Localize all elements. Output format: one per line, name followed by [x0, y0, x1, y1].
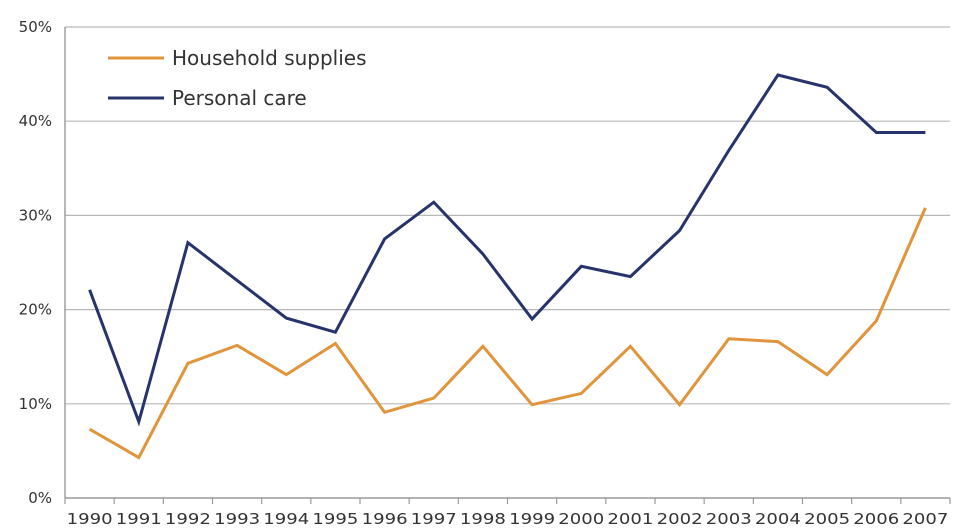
- data-point-personal-care: [186, 241, 190, 245]
- x-tick-label: 1996: [362, 510, 408, 528]
- series-line-personal-care: [88, 73, 926, 427]
- x-tick-label: 1999: [509, 510, 555, 528]
- y-tick-label: 50%: [19, 18, 52, 36]
- data-point-personal-care: [678, 228, 682, 232]
- data-point-personal-care: [88, 288, 92, 292]
- data-point-household-supplies: [776, 340, 780, 344]
- x-tick-label: 2004: [755, 510, 801, 528]
- x-tick-label: 2001: [607, 510, 653, 528]
- data-point-household-supplies: [579, 391, 583, 395]
- data-point-household-supplies: [284, 373, 288, 377]
- data-point-household-supplies: [923, 206, 927, 210]
- data-point-household-supplies: [825, 373, 829, 377]
- data-point-household-supplies: [530, 403, 534, 407]
- data-point-household-supplies: [727, 337, 731, 341]
- data-point-personal-care: [432, 200, 436, 204]
- series-line-household-supplies: [88, 207, 927, 460]
- data-point-personal-care: [579, 264, 583, 268]
- data-point-personal-care: [628, 275, 632, 279]
- y-tick-label: 10%: [19, 395, 52, 413]
- data-point-personal-care: [481, 252, 485, 256]
- data-point-personal-care: [874, 131, 878, 135]
- x-axis: 1990 1991 1992 1993 1994 1995 1996 1997 1998 1999…: [64, 498, 951, 528]
- data-point-household-supplies: [88, 427, 92, 431]
- data-point-personal-care: [530, 317, 534, 321]
- y-tick-label: 40%: [19, 112, 52, 130]
- data-point-household-supplies: [678, 403, 682, 407]
- data-point-personal-care: [235, 278, 239, 282]
- x-tick-label: 1990: [67, 510, 113, 528]
- x-tick-label: 2002: [657, 510, 703, 528]
- data-point-household-supplies: [481, 344, 485, 348]
- data-point-household-supplies: [186, 361, 190, 365]
- data-point-personal-care: [383, 237, 387, 241]
- data-point-household-supplies: [333, 342, 337, 346]
- legend-label: Personal care: [172, 86, 307, 110]
- y-tick-label: 0%: [28, 489, 52, 507]
- x-tick-label: 1992: [165, 510, 211, 528]
- y-axis-ticks: 0% 10% 20% 30% 40% 50%: [19, 18, 66, 507]
- data-point-household-supplies: [432, 396, 436, 400]
- series-lines: [88, 73, 927, 460]
- x-tick-label: 1991: [116, 510, 162, 528]
- x-tick-label: 2007: [902, 510, 948, 528]
- data-point-personal-care: [137, 420, 141, 424]
- x-tick-label: 1993: [214, 510, 260, 528]
- x-tick-label: 1997: [411, 510, 457, 528]
- x-tick-label: 2003: [706, 510, 752, 528]
- x-tick-label: 2000: [558, 510, 604, 528]
- legend-label: Household supplies: [172, 46, 367, 70]
- data-point-personal-care: [923, 131, 927, 135]
- x-tick-label: 1998: [460, 510, 506, 528]
- data-point-household-supplies: [235, 343, 239, 347]
- data-point-household-supplies: [628, 344, 632, 348]
- data-point-household-supplies: [874, 319, 878, 323]
- data-point-personal-care: [284, 316, 288, 320]
- data-point-personal-care: [825, 85, 829, 89]
- x-tick-label: 1995: [312, 510, 358, 528]
- data-point-personal-care: [333, 330, 337, 334]
- data-point-household-supplies: [137, 455, 141, 459]
- data-point-household-supplies: [383, 410, 387, 414]
- x-tick-label: 2005: [804, 510, 850, 528]
- y-tick-label: 20%: [19, 301, 52, 319]
- x-tick-label: 2006: [853, 510, 899, 528]
- data-point-personal-care: [727, 148, 731, 152]
- x-tick-label: 1994: [263, 510, 309, 528]
- y-tick-label: 30%: [19, 206, 52, 224]
- legend: Household supplies Personal care: [108, 46, 367, 110]
- data-point-personal-care: [776, 73, 780, 77]
